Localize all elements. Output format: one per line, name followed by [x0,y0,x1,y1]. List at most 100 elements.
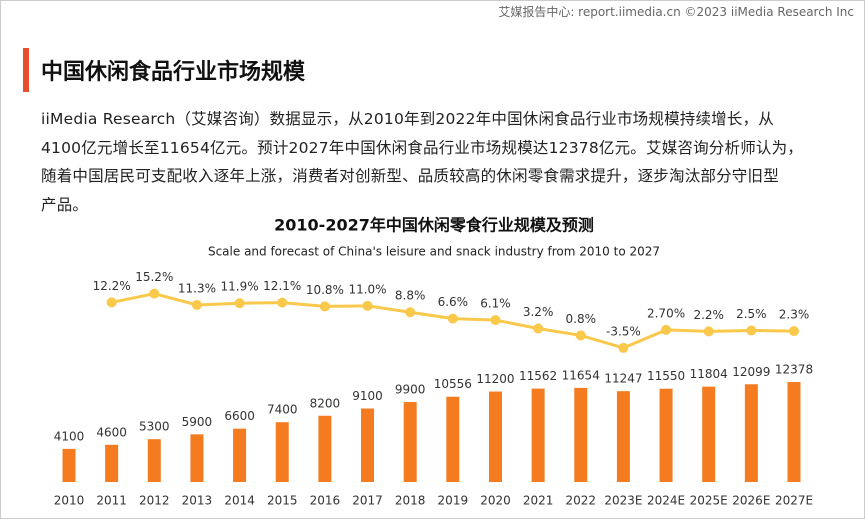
section-title: 中国休闲食品行业市场规模 [41,60,306,85]
bar [403,402,417,482]
paragraph-line: 随着中国居民可支配收入逐年上涨，消费者对创新型、品质较高的休闲零食需求提升，逐步… [41,167,779,185]
chart-title: 2010-2027年中国休闲零食行业规模及预测 [274,216,594,235]
growth-point [703,326,714,337]
growth-point [234,298,245,309]
bar [147,439,161,482]
bar-label: 11200 [476,372,514,386]
bar-label: 9900 [395,383,426,397]
growth-point [106,297,117,308]
growth-label: 11.0% [348,282,386,296]
bar [574,387,588,482]
bar-label: 11654 [562,368,600,382]
bar [659,388,673,482]
x-tick-label: 2027E [775,494,813,508]
growth-label: 0.8% [566,312,597,326]
bar-label: 11247 [604,372,642,386]
growth-label: 11.9% [221,280,259,294]
growth-point [362,300,373,311]
bar-label: 11562 [519,369,557,383]
x-tick-label: 2020 [480,494,511,508]
bar-label: 8200 [310,396,341,410]
growth-label: 6.6% [438,295,469,309]
x-tick-label: 2019 [438,494,469,508]
bar [446,396,460,482]
title-accent [23,48,29,92]
x-tick-label: 2015 [267,494,298,508]
x-tick-label: 2012 [139,494,170,508]
growth-label: 2.5% [736,307,767,321]
growth-label: 12.2% [93,279,131,293]
growth-point [319,301,330,312]
x-tick-label: 2016 [310,494,341,508]
bar [233,428,247,482]
growth-point [191,299,202,310]
bar-label: 11804 [690,367,728,381]
bar-label: 5300 [139,420,170,434]
bar [787,382,801,482]
bar-label: 12378 [775,363,813,377]
bar-label: 5900 [182,415,213,429]
growth-point [149,288,160,299]
bar [62,448,76,482]
x-tick-label: 2024E [647,494,685,508]
growth-label: 6.1% [480,297,511,311]
bar [488,391,502,482]
bar [105,444,119,482]
growth-label: 11.3% [178,281,216,295]
growth-label: 2.3% [779,308,810,322]
growth-label: 15.2% [135,270,173,284]
paragraph: iiMedia Research（艾媒咨询）数据显示，从2010年到2022年中… [41,105,803,219]
bar-label: 6600 [224,409,255,423]
bar [361,408,375,482]
growth-label: 12.1% [263,279,301,293]
bar-label: 9100 [352,389,383,403]
bar [190,434,204,482]
bar [702,386,716,482]
growth-point [661,324,672,335]
x-tick-label: 2023E [604,494,642,508]
bar-label: 12099 [732,365,770,379]
growth-point [575,330,586,341]
bar-label: 11550 [647,369,685,383]
x-tick-label: 2021 [523,494,554,508]
x-tick-label: 2011 [96,494,127,508]
bar [275,422,289,482]
paragraph-line: iiMedia Research（艾媒咨询）数据显示，从2010年到2022年中… [41,110,774,128]
x-tick-label: 2026E [732,494,770,508]
bar-label: 10556 [434,377,472,391]
x-tick-label: 2014 [224,494,255,508]
growth-point [533,323,544,334]
bar [318,415,332,482]
growth-point [618,342,629,353]
bar-label: 7400 [267,403,298,417]
growth-label: 2.2% [693,308,724,322]
bar-label: 4100 [54,429,85,443]
x-tick-label: 2013 [182,494,213,508]
growth-point [490,315,501,326]
x-tick-label: 2025E [690,494,728,508]
growth-point [405,307,416,318]
bar-label: 4600 [96,425,127,439]
x-tick-label: 2018 [395,494,426,508]
x-tick-label: 2017 [352,494,383,508]
growth-label: 3.2% [523,305,554,319]
bar [531,388,545,482]
growth-label: 10.8% [306,283,344,297]
growth-label: 8.8% [395,289,426,303]
growth-label: -3.5% [606,324,641,338]
paragraph-line: 产品。 [41,195,89,214]
growth-point [447,313,458,324]
bar [744,384,758,482]
bar [616,391,630,482]
growth-point [277,297,288,308]
paragraph-line: 4100亿元增长至11654亿元。预计2027年中国休闲食品行业市场规模达123… [41,138,804,157]
growth-label: 2.70% [647,306,685,320]
watermark: 艾媒报告中心: report.iimedia.cn ©2023 iiMedia … [498,5,854,19]
growth-point [789,326,799,337]
growth-point [746,325,757,336]
x-tick-label: 2022 [565,494,596,508]
chart-subtitle: Scale and forecast of China's leisure an… [208,245,660,259]
x-tick-label: 2010 [54,494,85,508]
